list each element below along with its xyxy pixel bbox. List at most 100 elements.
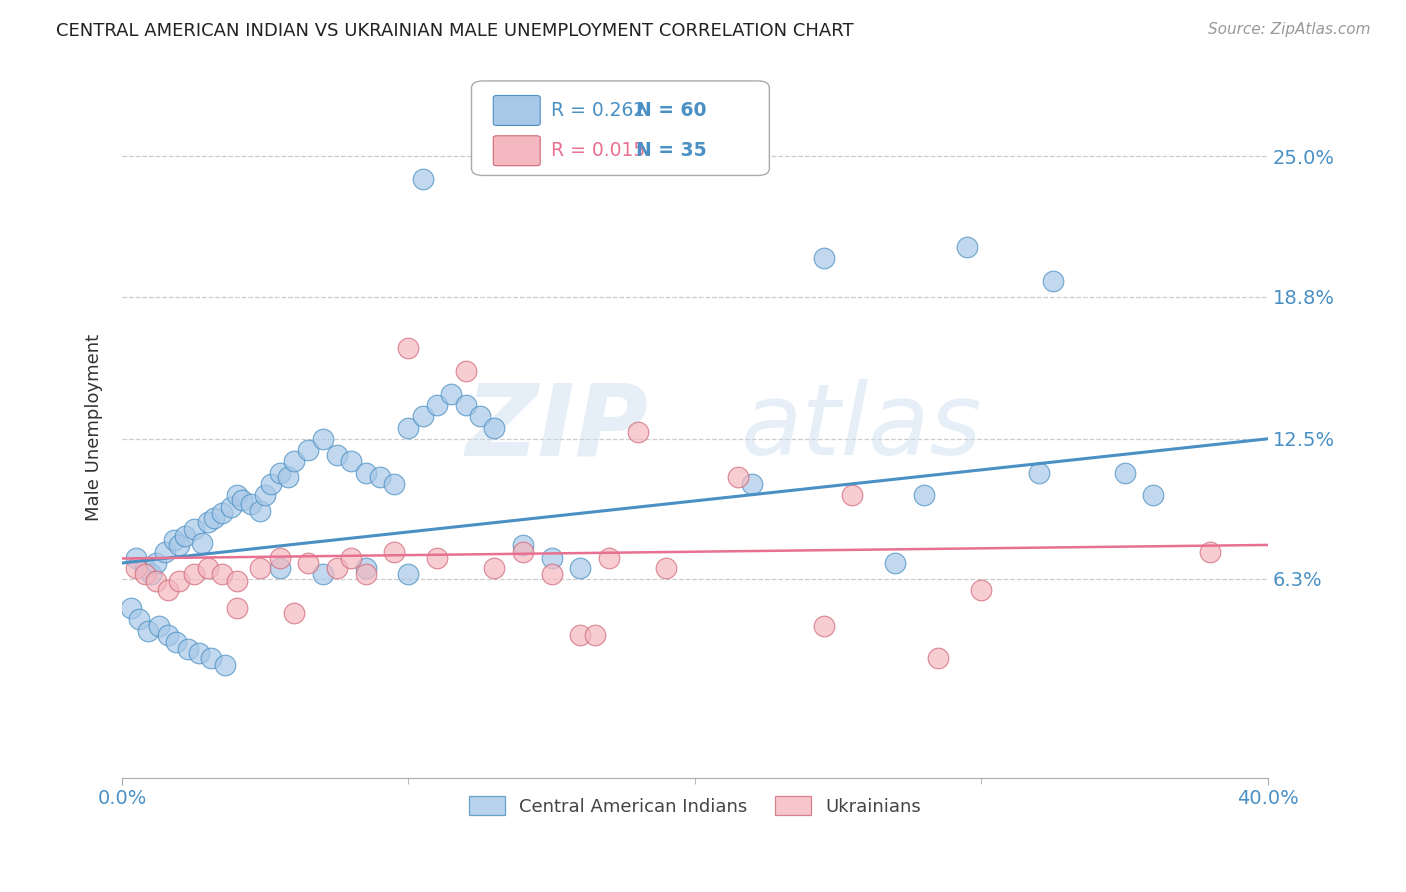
Point <box>311 432 333 446</box>
Point <box>249 560 271 574</box>
Point <box>727 470 749 484</box>
Point <box>214 657 236 672</box>
Point <box>598 551 620 566</box>
Point <box>249 504 271 518</box>
Point <box>197 516 219 530</box>
Point <box>1114 466 1136 480</box>
Point <box>884 556 907 570</box>
Point <box>283 454 305 468</box>
FancyBboxPatch shape <box>494 95 540 126</box>
Point <box>162 533 184 548</box>
Legend: Central American Indians, Ukrainians: Central American Indians, Ukrainians <box>460 787 929 824</box>
Point <box>125 560 148 574</box>
Point <box>468 409 491 424</box>
Point <box>813 619 835 633</box>
Point <box>340 454 363 468</box>
Point <box>156 583 179 598</box>
Point <box>125 551 148 566</box>
FancyBboxPatch shape <box>471 81 769 176</box>
Point <box>169 574 191 588</box>
Point <box>956 240 979 254</box>
Point <box>569 628 592 642</box>
Point <box>398 342 420 356</box>
Text: atlas: atlas <box>741 379 983 476</box>
Point <box>153 545 176 559</box>
Point <box>540 567 562 582</box>
Point <box>211 567 233 582</box>
Point <box>741 477 763 491</box>
Point <box>231 492 253 507</box>
Point <box>225 601 247 615</box>
Text: R = 0.015: R = 0.015 <box>551 141 662 161</box>
Point <box>1142 488 1164 502</box>
Point <box>283 606 305 620</box>
Point <box>1199 545 1222 559</box>
Point <box>269 551 291 566</box>
Point <box>269 466 291 480</box>
Point <box>512 538 534 552</box>
Point <box>191 535 214 549</box>
Point <box>225 574 247 588</box>
Point <box>311 567 333 582</box>
Point <box>145 556 167 570</box>
Point <box>326 560 349 574</box>
Text: CENTRAL AMERICAN INDIAN VS UKRAINIAN MALE UNEMPLOYMENT CORRELATION CHART: CENTRAL AMERICAN INDIAN VS UKRAINIAN MAL… <box>56 22 853 40</box>
Point <box>128 612 150 626</box>
Point <box>454 398 477 412</box>
Text: R = 0.262: R = 0.262 <box>551 101 662 120</box>
Point <box>354 466 377 480</box>
Text: N = 35: N = 35 <box>637 141 707 161</box>
Point <box>398 420 420 434</box>
Point <box>927 651 949 665</box>
Point <box>174 529 197 543</box>
Point <box>1042 274 1064 288</box>
Point <box>512 545 534 559</box>
Point <box>398 567 420 582</box>
Point <box>970 583 993 598</box>
Point <box>134 560 156 574</box>
Point <box>813 251 835 265</box>
Point <box>297 556 319 570</box>
Point <box>540 551 562 566</box>
Point <box>655 560 678 574</box>
Point <box>166 635 188 649</box>
Point <box>197 560 219 574</box>
Point <box>188 646 211 660</box>
Point <box>297 443 319 458</box>
Point <box>484 420 506 434</box>
Point <box>484 560 506 574</box>
Point <box>426 398 449 412</box>
Point <box>225 488 247 502</box>
Point <box>183 522 205 536</box>
Point <box>219 500 242 514</box>
Point <box>277 470 299 484</box>
Point <box>1028 466 1050 480</box>
Point <box>148 619 170 633</box>
Point <box>183 567 205 582</box>
Point <box>426 551 449 566</box>
Point <box>354 567 377 582</box>
Point <box>200 651 222 665</box>
Text: ZIP: ZIP <box>465 379 650 476</box>
Point <box>326 448 349 462</box>
Point <box>382 477 405 491</box>
Point <box>841 488 863 502</box>
Point <box>134 567 156 582</box>
FancyBboxPatch shape <box>494 136 540 166</box>
Point <box>145 574 167 588</box>
Point <box>454 364 477 378</box>
Point <box>156 628 179 642</box>
Point <box>202 511 225 525</box>
Point <box>269 560 291 574</box>
Point <box>569 560 592 574</box>
Point <box>340 551 363 566</box>
Point <box>169 538 191 552</box>
Point <box>177 641 200 656</box>
Point <box>260 477 283 491</box>
Text: N = 60: N = 60 <box>637 101 707 120</box>
Point <box>912 488 935 502</box>
Point <box>412 172 434 186</box>
Point <box>368 470 391 484</box>
Point <box>139 567 162 582</box>
Point <box>382 545 405 559</box>
